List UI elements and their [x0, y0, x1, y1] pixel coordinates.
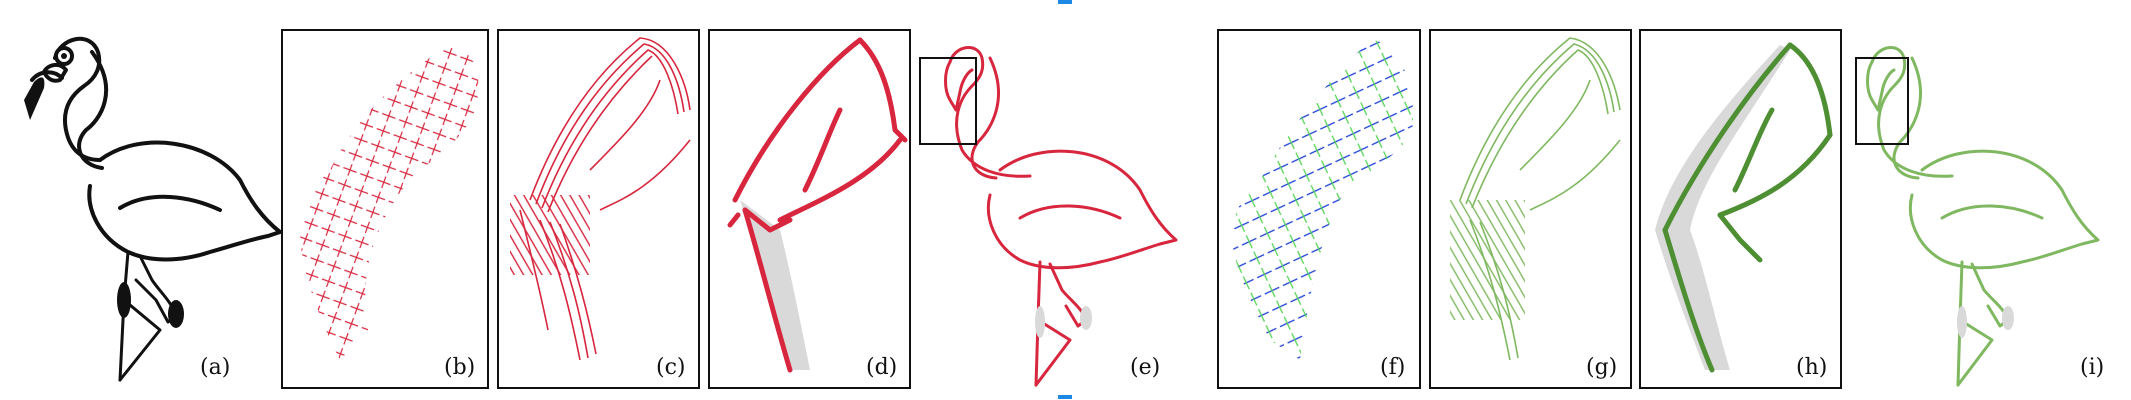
label-c: (c) — [656, 355, 686, 380]
bundle-hatch-g — [1450, 200, 1525, 320]
label-i: (i) — [2080, 355, 2104, 380]
bottom-marker — [1058, 395, 1072, 399]
curves-h — [1662, 42, 1833, 373]
panel-g: (g) — [1429, 29, 1632, 389]
flamingo-red-e — [944, 46, 1178, 387]
panel-d: (d) — [708, 29, 911, 389]
stroke-bundle-c — [519, 37, 691, 361]
label-e: (e) — [1130, 355, 1160, 380]
curves-d — [727, 37, 908, 373]
knee-shadow-i — [2002, 306, 2014, 330]
label-a: (a) — [200, 355, 230, 380]
leg-shadow-e — [1035, 306, 1045, 338]
panel-a: (a) — [24, 36, 282, 382]
label-d: (d) — [866, 355, 897, 380]
label-f: (f) — [1380, 355, 1405, 380]
leg-shadow-i — [1957, 306, 1967, 338]
frame-d — [708, 29, 911, 389]
bundle-hatch-c — [510, 195, 590, 275]
flamingo-green-i — [1866, 46, 2100, 387]
panel-b: (b) — [281, 29, 489, 389]
flamingo-drawing-a — [24, 36, 282, 382]
shadow-h — [1655, 45, 1790, 370]
panel-e: (e) — [919, 46, 1178, 387]
top-marker — [1058, 0, 1072, 4]
label-b: (b) — [444, 355, 475, 380]
zoom-box-e — [919, 57, 977, 145]
panel-f: (f) — [1217, 29, 1421, 389]
shadow-d — [740, 200, 810, 370]
knee-shadow-e — [1080, 306, 1092, 330]
label-h: (h) — [1796, 355, 1827, 380]
panel-i: (i) — [1855, 46, 2104, 387]
cross-field-b — [300, 48, 479, 360]
panel-h: (h) — [1639, 29, 1842, 389]
panel-c: (c) — [497, 29, 700, 389]
zoom-box-i — [1855, 57, 1909, 145]
cross-field-f — [1231, 40, 1414, 360]
label-g: (g) — [1586, 355, 1617, 380]
